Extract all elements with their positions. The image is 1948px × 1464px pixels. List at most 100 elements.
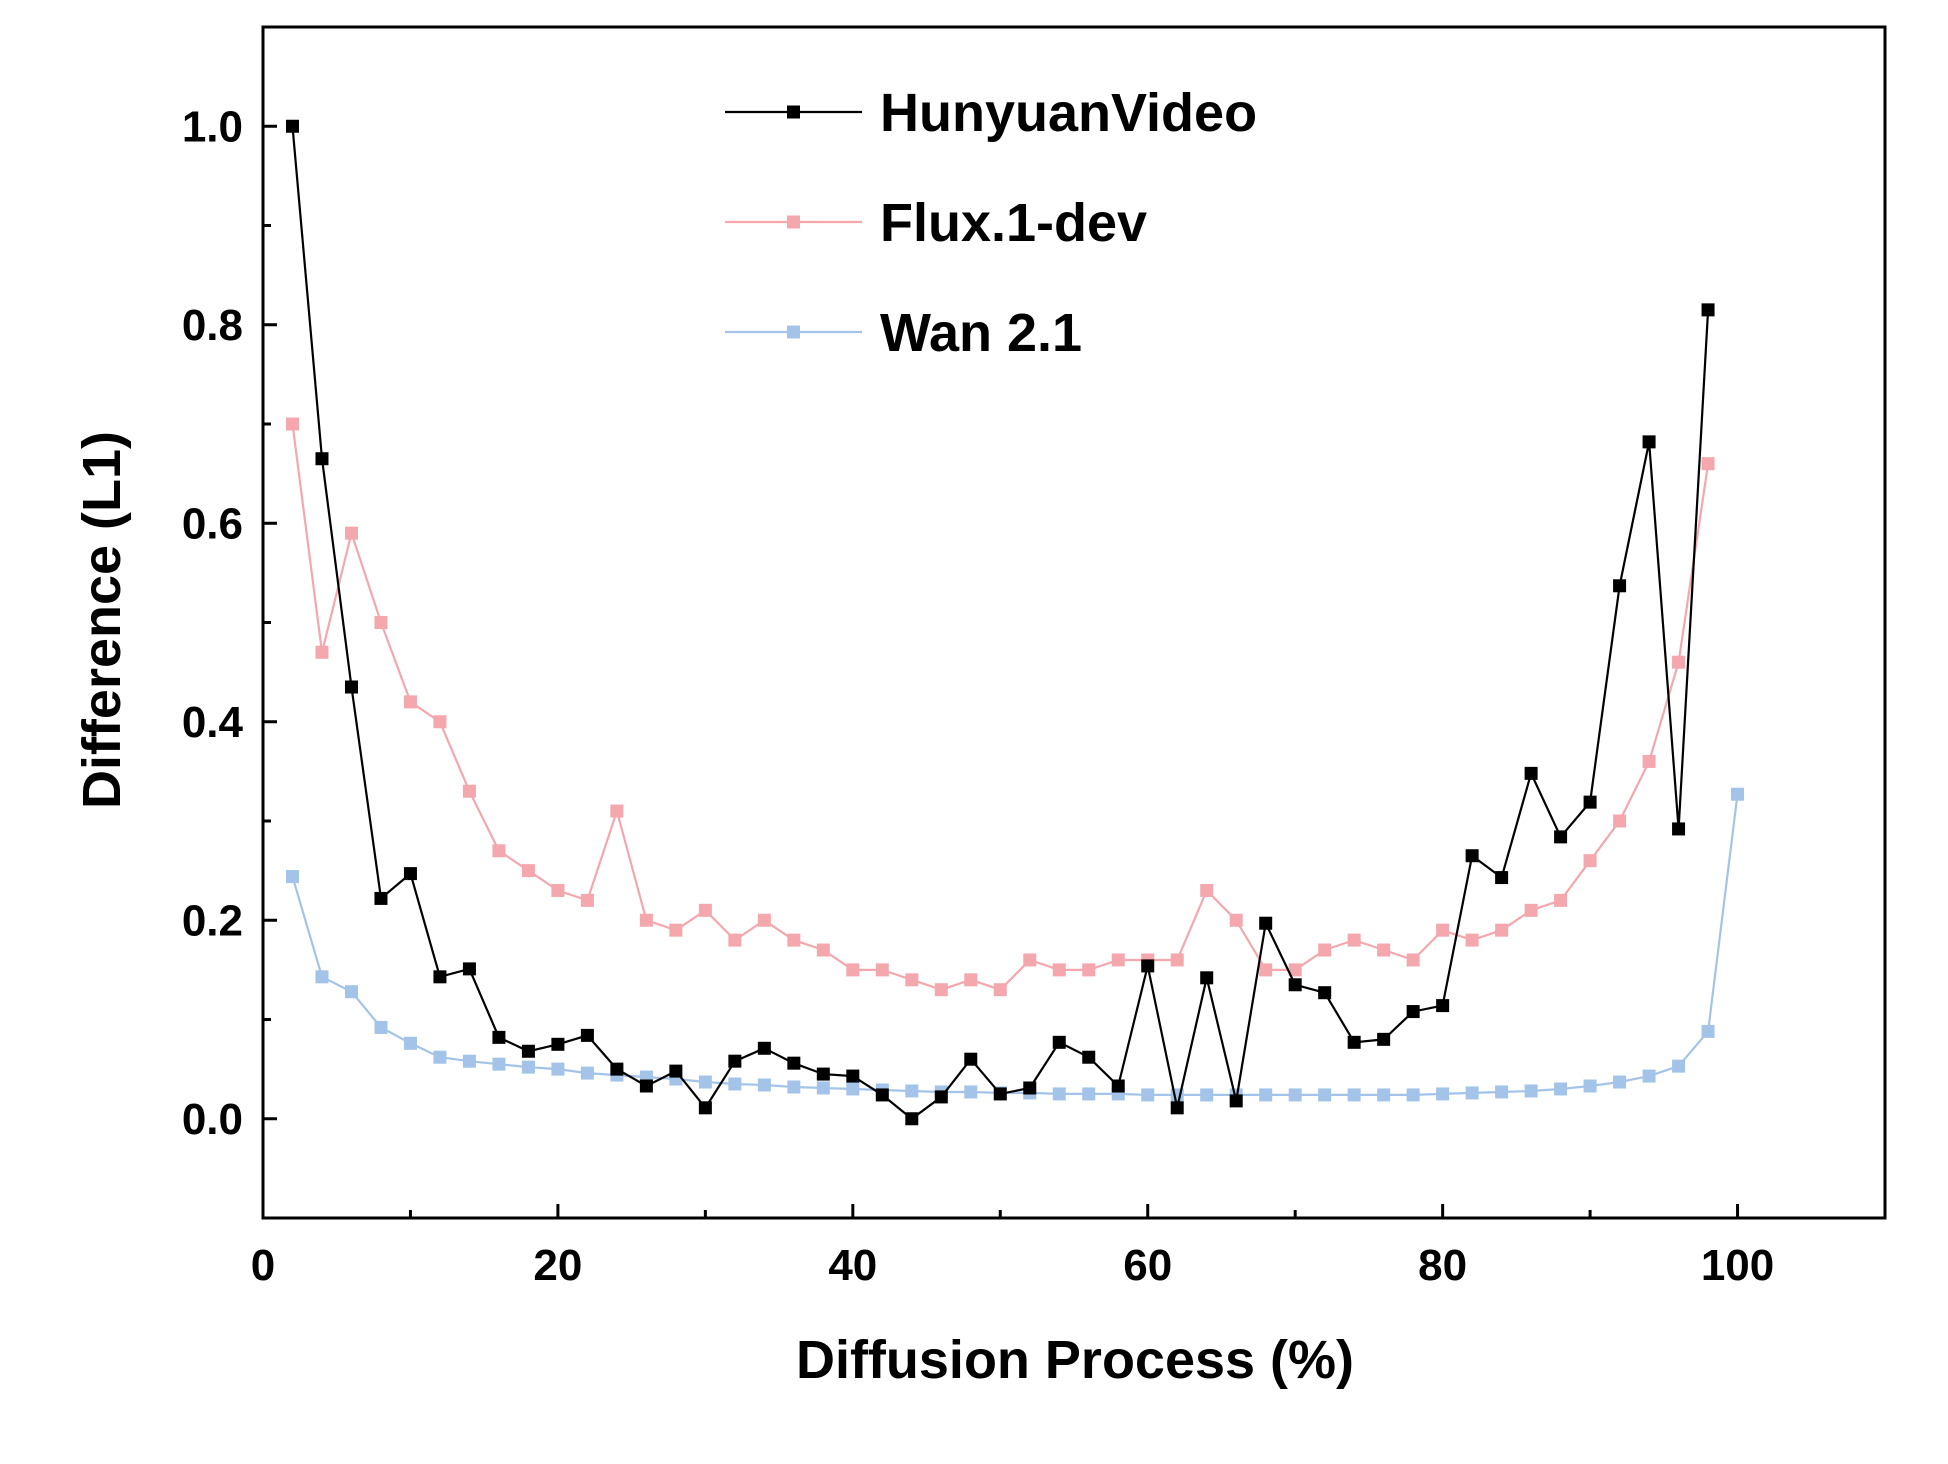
legend-item: Wan 2.1 [725, 303, 1082, 363]
data-point [1052, 1035, 1066, 1049]
data-point [315, 645, 329, 659]
data-point [639, 1079, 653, 1093]
data-point [639, 913, 653, 927]
data-point [492, 844, 506, 858]
data-point [344, 526, 358, 540]
series-flux-1-dev [285, 417, 1715, 997]
data-point [1701, 457, 1715, 471]
data-point [1023, 1081, 1037, 1095]
legend-item: Flux.1-dev [725, 193, 1147, 253]
data-point [816, 1081, 830, 1095]
data-point [993, 1087, 1007, 1101]
data-point [1229, 1094, 1243, 1108]
data-point [1613, 1075, 1627, 1089]
data-point [728, 933, 742, 947]
data-point [1672, 655, 1686, 669]
legend-label: HunyuanVideo [880, 83, 1257, 143]
data-point [669, 1064, 683, 1078]
axes-layer: 0 20 40 60 80 100 0.0 0.2 0.4 0.6 0.8 1.0 [182, 25, 1887, 1290]
data-point [403, 1036, 417, 1050]
series-hunyuanvideo [285, 119, 1715, 1126]
data-point [1495, 871, 1509, 885]
data-point [1052, 963, 1066, 977]
data-point [492, 1057, 506, 1071]
data-point [403, 695, 417, 709]
data-point [1200, 971, 1214, 985]
legend-marker [787, 325, 800, 339]
data-point [1583, 795, 1597, 809]
data-point [757, 1078, 771, 1092]
data-point [1082, 1050, 1096, 1064]
data-point [1672, 1059, 1686, 1073]
data-point [964, 1085, 978, 1099]
data-point [374, 891, 388, 905]
data-point [1377, 1088, 1391, 1102]
data-point [1465, 849, 1479, 863]
data-point [1141, 1088, 1155, 1102]
data-point [757, 913, 771, 927]
data-point [315, 970, 329, 984]
data-point [1347, 1035, 1361, 1049]
data-point [462, 784, 476, 798]
data-point [1583, 854, 1597, 868]
data-point [1701, 303, 1715, 317]
data-point [1200, 1088, 1214, 1102]
data-point [403, 867, 417, 881]
data-point [1436, 999, 1450, 1013]
data-point [787, 1056, 801, 1070]
data-point [846, 1082, 860, 1096]
data-point [1583, 1079, 1597, 1093]
data-point [1554, 893, 1568, 907]
data-point [875, 1088, 889, 1102]
data-point [580, 1028, 594, 1042]
data-point [285, 119, 299, 133]
data-point [521, 864, 535, 878]
data-point [1288, 1088, 1302, 1102]
data-point [610, 804, 624, 818]
data-point [1318, 1088, 1332, 1102]
x-tick-label: 60 [1123, 1241, 1172, 1290]
data-point [1465, 1086, 1479, 1100]
data-point [285, 417, 299, 431]
data-point [1613, 814, 1627, 828]
x-axis-title: Diffusion Process (%) [796, 1330, 1354, 1390]
data-point [344, 680, 358, 694]
y-tick-label: 0.4 [182, 698, 244, 747]
data-point [875, 963, 889, 977]
data-point [905, 973, 919, 987]
data-point [846, 1069, 860, 1083]
data-point [816, 943, 830, 957]
data-point [1259, 963, 1273, 977]
data-point [934, 1090, 948, 1104]
data-point [1731, 787, 1745, 801]
data-point [728, 1077, 742, 1091]
series-line [291, 794, 1739, 1097]
x-tick-label: 40 [828, 1241, 877, 1290]
data-point [521, 1044, 535, 1058]
data-point [1406, 953, 1420, 967]
data-point [1377, 943, 1391, 957]
legend-marker [787, 215, 800, 229]
data-point [1347, 933, 1361, 947]
data-point [1377, 1032, 1391, 1046]
data-point [1524, 1084, 1538, 1098]
legend-label: Wan 2.1 [880, 303, 1082, 363]
data-point [1436, 1087, 1450, 1101]
data-point [728, 1054, 742, 1068]
data-point [698, 903, 712, 917]
series-line [291, 423, 1710, 991]
data-point [905, 1084, 919, 1098]
data-point [1495, 923, 1509, 937]
data-point [1082, 963, 1096, 977]
series-wan-2-1 [285, 787, 1745, 1102]
data-point [934, 983, 948, 997]
data-point [698, 1075, 712, 1089]
y-tick-label: 0.2 [182, 896, 243, 945]
data-point [1170, 1101, 1184, 1115]
data-point [374, 1020, 388, 1034]
data-point [374, 616, 388, 629]
data-point [964, 1052, 978, 1066]
data-point [521, 1060, 535, 1074]
x-tick-label: 0 [251, 1241, 275, 1290]
